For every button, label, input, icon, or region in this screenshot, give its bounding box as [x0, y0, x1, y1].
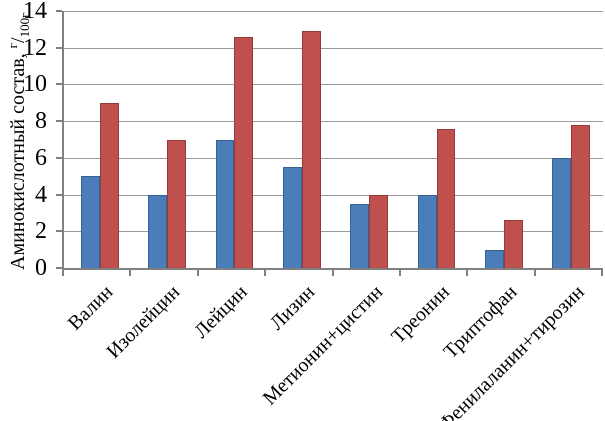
bar-series-red-category-1 [167, 139, 186, 268]
bar-series-blue-category-5 [417, 194, 437, 268]
x-tick-mark-3 [264, 270, 267, 276]
y-tick-mark-10 [56, 83, 62, 86]
y-tick-label-4: 4 [35, 181, 47, 208]
bar-series-blue-category-1 [148, 194, 168, 268]
x-tick-label-4: Метионин+цистин [258, 281, 387, 410]
x-tick-mark-6 [466, 270, 469, 276]
bar-series-red-category-4 [369, 194, 389, 268]
gridline-y-6 [64, 157, 603, 159]
x-tick-mark-7 [533, 270, 536, 276]
y-tick-mark-14 [56, 10, 62, 12]
x-tick-label-5: Треонин [387, 281, 455, 348]
bar-series-blue-category-0 [80, 176, 100, 268]
y-tick-label-2: 2 [35, 218, 47, 245]
x-tick-label-2: Лейцин [190, 281, 252, 343]
bar-series-blue-category-4 [350, 203, 370, 268]
y-tick-mark-0 [56, 267, 62, 269]
x-tick-mark-1 [129, 270, 132, 276]
y-tick-mark-6 [56, 156, 62, 159]
y-tick-label-12: 12 [23, 34, 47, 61]
x-tick-mark-4 [331, 270, 334, 276]
x-tick-mark-2 [196, 270, 199, 276]
gridline-y-10 [64, 84, 603, 86]
y-tick-label-14: 14 [23, 0, 47, 24]
bar-series-blue-category-7 [552, 157, 572, 268]
bar-series-red-category-0 [99, 102, 119, 268]
bar-series-blue-category-3 [282, 167, 302, 268]
y-tick-label-10: 10 [23, 71, 47, 98]
y-tick-mark-12 [56, 46, 62, 49]
bar-series-red-category-3 [301, 31, 321, 268]
gridline-y-4 [64, 194, 603, 196]
x-tick-mark-5 [398, 270, 401, 276]
gridline-y-14 [64, 11, 603, 12]
bar-series-blue-category-6 [485, 249, 504, 268]
y-tick-label-6: 6 [35, 144, 47, 171]
x-tick-mark-0 [62, 270, 64, 276]
y-tick-label-8: 8 [35, 108, 47, 135]
bar-series-red-category-2 [234, 36, 254, 268]
bar-series-red-category-7 [571, 124, 591, 268]
bar-series-red-category-6 [503, 220, 523, 268]
gridline-y-2 [64, 231, 603, 233]
plot-area [62, 11, 603, 270]
x-tick-label-3: Лизин [265, 281, 320, 335]
bar-series-blue-category-2 [215, 139, 235, 268]
x-tick-label-0: Валин [63, 281, 118, 335]
gridline-y-8 [64, 121, 603, 123]
y-tick-mark-8 [56, 120, 62, 123]
bar-series-red-category-5 [436, 128, 456, 268]
gridline-y-12 [64, 47, 603, 49]
y-tick-label-0: 0 [35, 255, 47, 281]
x-tick-mark-8 [601, 270, 603, 276]
y-tick-mark-2 [56, 230, 62, 233]
y-tick-mark-4 [56, 193, 62, 196]
